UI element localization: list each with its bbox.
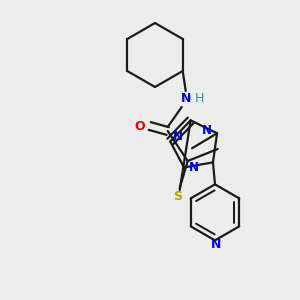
Text: N: N: [202, 124, 212, 137]
Text: N: N: [173, 130, 183, 143]
Text: S: S: [173, 190, 182, 202]
Text: N: N: [189, 161, 199, 174]
Text: N: N: [181, 92, 191, 106]
Text: H: H: [195, 92, 204, 104]
Text: O: O: [134, 119, 145, 133]
Text: N: N: [211, 238, 221, 251]
